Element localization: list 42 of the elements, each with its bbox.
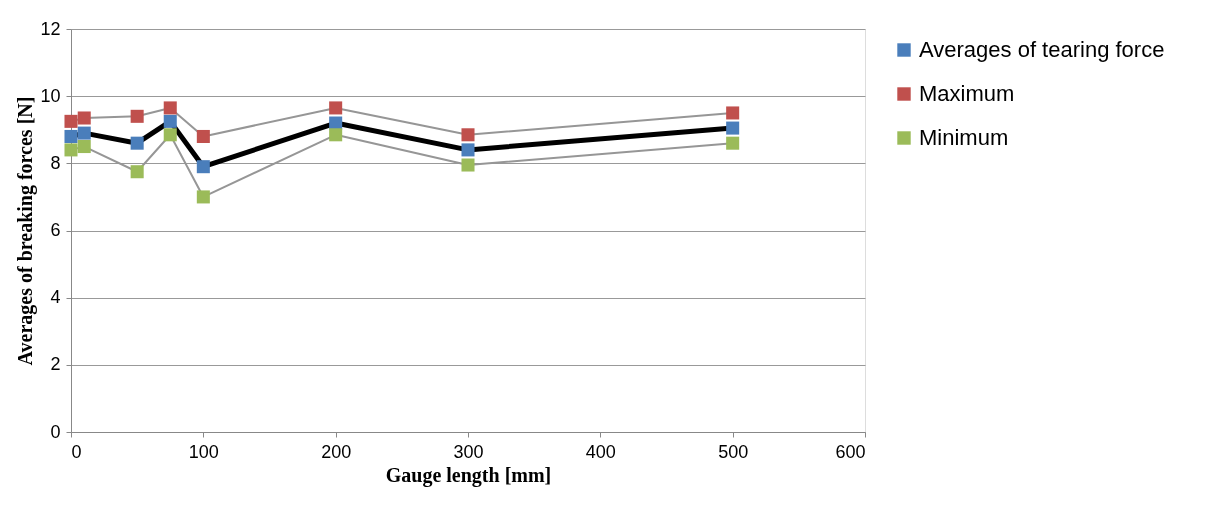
point — [130, 136, 144, 150]
legend-label: Minimum — [919, 125, 1009, 150]
y-tick-label: 12 — [40, 18, 61, 39]
point — [130, 165, 144, 179]
point — [163, 101, 177, 115]
point — [130, 109, 144, 123]
point — [461, 128, 475, 142]
x-tick-label: 300 — [453, 441, 484, 462]
point — [77, 111, 91, 125]
y-tick-label: 10 — [40, 85, 61, 106]
y-tick-label: 4 — [50, 287, 61, 308]
y-tick-label: 2 — [50, 354, 61, 375]
x-tick-label: 200 — [321, 441, 352, 462]
y-axis-title: Averages of breaking forces [N] — [14, 96, 38, 366]
y-tick-label: 0 — [50, 421, 61, 442]
point — [726, 106, 740, 120]
x-axis-title: Gauge length [mm] — [385, 463, 552, 487]
point — [163, 114, 177, 128]
point — [77, 140, 91, 154]
point — [726, 121, 740, 135]
point — [64, 129, 78, 143]
point — [64, 114, 78, 128]
x-tick-label: 500 — [718, 441, 749, 462]
point — [64, 143, 78, 157]
x-tick-label: 400 — [585, 441, 616, 462]
point — [461, 143, 475, 157]
x-tick-label: 600 — [835, 441, 866, 462]
point — [329, 101, 343, 115]
point — [329, 128, 343, 142]
point — [726, 136, 740, 150]
x-tick-label: 0 — [71, 441, 82, 462]
y-tick-label: 8 — [50, 152, 61, 173]
point — [461, 158, 475, 172]
point — [196, 160, 210, 174]
legend-label: Maximum — [919, 81, 1015, 106]
point — [196, 129, 210, 143]
point — [77, 126, 91, 140]
legend-label: Averages of tearing force — [919, 37, 1165, 62]
point — [196, 190, 210, 204]
point — [163, 128, 177, 142]
x-tick-label: 100 — [188, 441, 219, 462]
y-tick-label: 6 — [50, 220, 61, 240]
